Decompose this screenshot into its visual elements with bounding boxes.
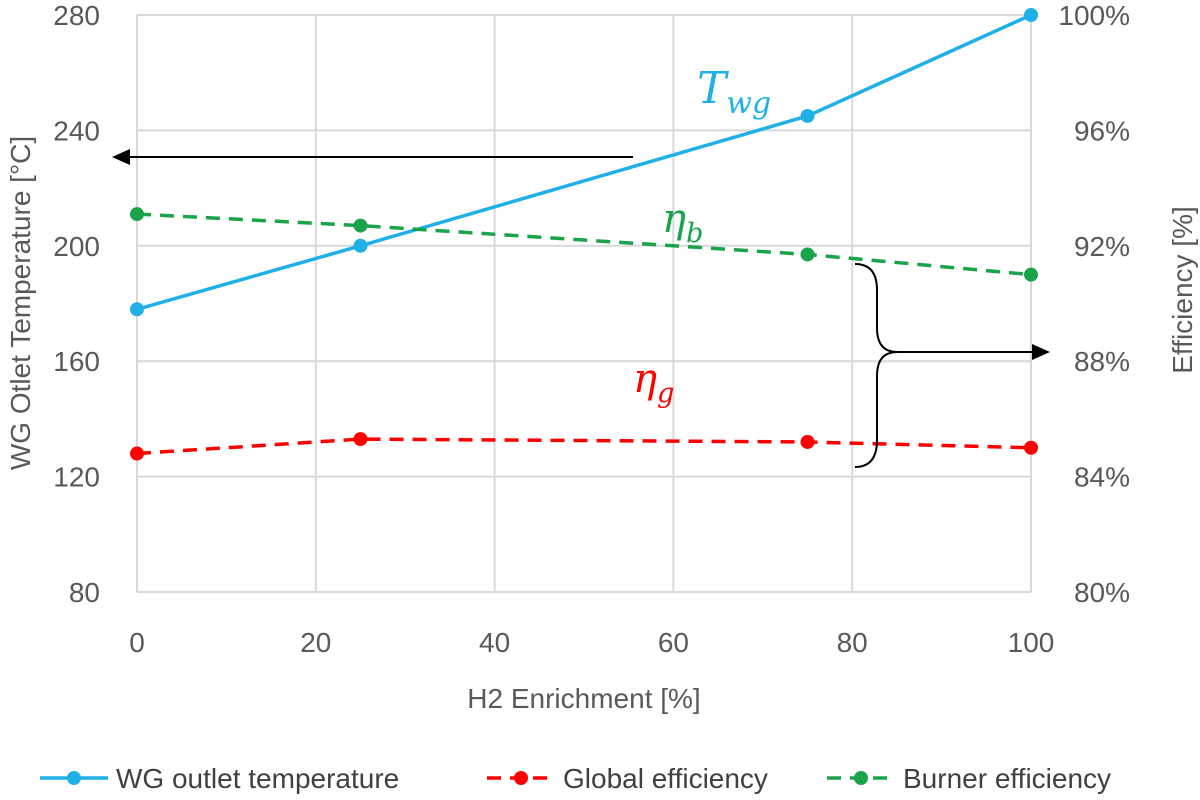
y-tick-label: 80 (69, 577, 100, 608)
data-point (1024, 8, 1038, 22)
x-tick-label: 80 (837, 627, 868, 658)
data-point (130, 207, 144, 222)
y-axis-title: WG Otlet Temperature [°C] (5, 136, 36, 470)
x-tick-label: 60 (658, 627, 689, 658)
legend-swatch-marker (67, 771, 81, 785)
y2-axis-title: Efficiency [%] (1167, 206, 1198, 374)
legend: WG outlet temperature Global efficiency Bu… (40, 763, 1111, 794)
x-tick-label: 20 (300, 627, 331, 658)
left-axis-arrow (112, 149, 633, 165)
annotations: Twg ηb ηg (633, 63, 771, 409)
y2-tick-label: 92% (1074, 231, 1130, 262)
data-point (800, 247, 815, 262)
y-tick-label: 200 (53, 231, 100, 262)
data-point (800, 434, 815, 449)
x-tick-label: 40 (479, 627, 510, 658)
y2-tick-label: 88% (1074, 346, 1130, 377)
series-annotation: ηg (633, 356, 674, 409)
y-tick-label: 160 (53, 346, 100, 377)
data-point (353, 432, 368, 447)
series-line-2 (136, 212, 1032, 277)
y-tick-label: 280 (53, 0, 100, 31)
legend-label: WG outlet temperature (116, 763, 399, 794)
data-point (1024, 267, 1038, 282)
legend-swatch-marker (854, 771, 868, 785)
data-point (353, 218, 368, 233)
legend-swatch-marker (514, 771, 528, 785)
y2-tick-label: 100% (1058, 0, 1130, 31)
x-tick-label: 0 (129, 627, 145, 658)
data-point (130, 446, 144, 461)
legend-label: Global efficiency (563, 763, 768, 794)
series-annotation: ηb (662, 196, 703, 249)
gridlines (136, 14, 1032, 593)
data-point (353, 238, 368, 253)
series-line-1 (136, 437, 1032, 456)
data-point (1024, 440, 1038, 455)
y2-tick-label: 80% (1074, 577, 1130, 608)
x-tick-label: 100 (1008, 627, 1055, 658)
x-axis-title: H2 Enrichment [%] (467, 683, 700, 714)
y-tick-labels: 80 120 160 200 240 280 (53, 0, 100, 608)
y2-tick-labels: 80% 84% 88% 92% 96% 100% (1058, 0, 1130, 608)
series-group (130, 8, 1038, 461)
x-tick-labels: 0 20 40 60 80 100 (129, 627, 1054, 658)
series-line-0 (136, 13, 1032, 311)
data-point (130, 302, 144, 317)
y-tick-label: 120 (53, 462, 100, 493)
right-axis-brace-arrow (854, 263, 1050, 468)
y2-tick-label: 96% (1074, 115, 1130, 146)
y-tick-label: 240 (53, 115, 100, 146)
legend-label: Burner efficiency (903, 763, 1111, 794)
series-annotation: Twg (697, 63, 771, 121)
y2-tick-label: 84% (1074, 462, 1130, 493)
data-point (800, 108, 815, 123)
